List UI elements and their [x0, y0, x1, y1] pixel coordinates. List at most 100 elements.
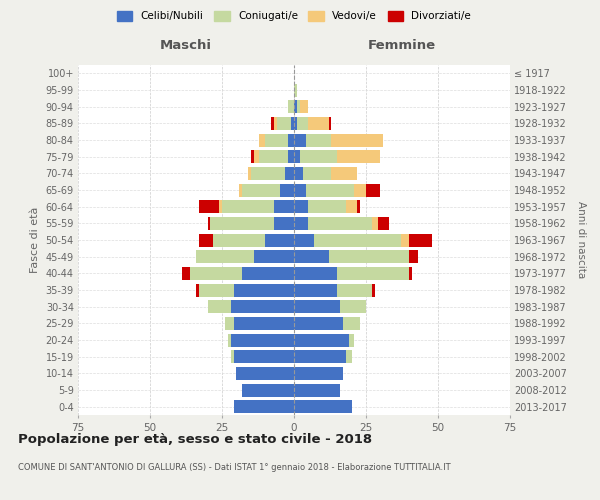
- Bar: [346, 200, 358, 213]
- Bar: [300, 100, 308, 113]
- Bar: [251, 167, 286, 180]
- Bar: [248, 167, 251, 180]
- Bar: [343, 317, 360, 330]
- Bar: [294, 300, 340, 313]
- Bar: [236, 367, 294, 380]
- Bar: [233, 400, 294, 413]
- Bar: [230, 334, 294, 346]
- Bar: [251, 150, 254, 163]
- Bar: [208, 300, 230, 313]
- Bar: [294, 150, 300, 163]
- Bar: [314, 234, 401, 246]
- Bar: [190, 267, 242, 280]
- Bar: [409, 234, 432, 246]
- Bar: [199, 234, 214, 246]
- Bar: [297, 100, 300, 113]
- Bar: [409, 250, 418, 263]
- Bar: [219, 200, 222, 213]
- Bar: [294, 217, 308, 230]
- Bar: [294, 334, 349, 346]
- Bar: [274, 200, 294, 213]
- Bar: [233, 284, 294, 296]
- Bar: [308, 117, 329, 130]
- Bar: [294, 317, 343, 330]
- Text: COMUNE DI SANT'ANTONIO DI GALLURA (SS) - Dati ISTAT 1° gennaio 2018 - Elaborazio: COMUNE DI SANT'ANTONIO DI GALLURA (SS) -…: [18, 462, 451, 471]
- Bar: [331, 134, 383, 146]
- Bar: [409, 267, 412, 280]
- Bar: [308, 200, 346, 213]
- Y-axis label: Anni di nascita: Anni di nascita: [577, 202, 586, 278]
- Bar: [372, 284, 374, 296]
- Bar: [337, 284, 372, 296]
- Bar: [337, 267, 409, 280]
- Bar: [277, 117, 291, 130]
- Text: Femmine: Femmine: [368, 38, 436, 52]
- Text: Popolazione per età, sesso e stato civile - 2018: Popolazione per età, sesso e stato civil…: [18, 432, 372, 446]
- Bar: [233, 350, 294, 363]
- Bar: [294, 284, 337, 296]
- Y-axis label: Fasce di età: Fasce di età: [30, 207, 40, 273]
- Bar: [294, 84, 297, 96]
- Bar: [294, 200, 308, 213]
- Bar: [291, 117, 294, 130]
- Bar: [259, 150, 288, 163]
- Bar: [274, 117, 277, 130]
- Text: Maschi: Maschi: [160, 38, 212, 52]
- Bar: [211, 217, 274, 230]
- Bar: [214, 234, 265, 246]
- Bar: [294, 184, 305, 196]
- Bar: [199, 284, 233, 296]
- Bar: [346, 350, 352, 363]
- Bar: [222, 200, 274, 213]
- Bar: [401, 234, 409, 246]
- Bar: [305, 134, 331, 146]
- Bar: [259, 134, 265, 146]
- Bar: [294, 384, 340, 396]
- Bar: [366, 184, 380, 196]
- Bar: [274, 217, 294, 230]
- Bar: [288, 150, 294, 163]
- Bar: [331, 167, 358, 180]
- Bar: [265, 234, 294, 246]
- Bar: [233, 317, 294, 330]
- Bar: [242, 267, 294, 280]
- Bar: [355, 184, 366, 196]
- Bar: [280, 184, 294, 196]
- Bar: [265, 134, 288, 146]
- Bar: [225, 317, 233, 330]
- Bar: [294, 234, 314, 246]
- Bar: [196, 284, 199, 296]
- Bar: [254, 150, 259, 163]
- Bar: [377, 217, 389, 230]
- Bar: [228, 334, 230, 346]
- Bar: [294, 367, 343, 380]
- Bar: [305, 184, 355, 196]
- Bar: [239, 184, 242, 196]
- Bar: [230, 300, 294, 313]
- Bar: [340, 300, 366, 313]
- Bar: [294, 267, 337, 280]
- Bar: [286, 167, 294, 180]
- Bar: [329, 117, 331, 130]
- Bar: [300, 150, 337, 163]
- Bar: [294, 250, 329, 263]
- Bar: [337, 150, 380, 163]
- Bar: [242, 384, 294, 396]
- Bar: [349, 334, 355, 346]
- Bar: [199, 200, 219, 213]
- Bar: [196, 250, 254, 263]
- Bar: [288, 100, 294, 113]
- Bar: [182, 267, 190, 280]
- Bar: [297, 117, 308, 130]
- Bar: [294, 350, 346, 363]
- Bar: [271, 117, 274, 130]
- Bar: [294, 167, 302, 180]
- Bar: [329, 250, 409, 263]
- Bar: [308, 217, 372, 230]
- Bar: [294, 134, 305, 146]
- Bar: [230, 350, 233, 363]
- Bar: [302, 167, 331, 180]
- Bar: [254, 250, 294, 263]
- Bar: [294, 400, 352, 413]
- Bar: [294, 100, 297, 113]
